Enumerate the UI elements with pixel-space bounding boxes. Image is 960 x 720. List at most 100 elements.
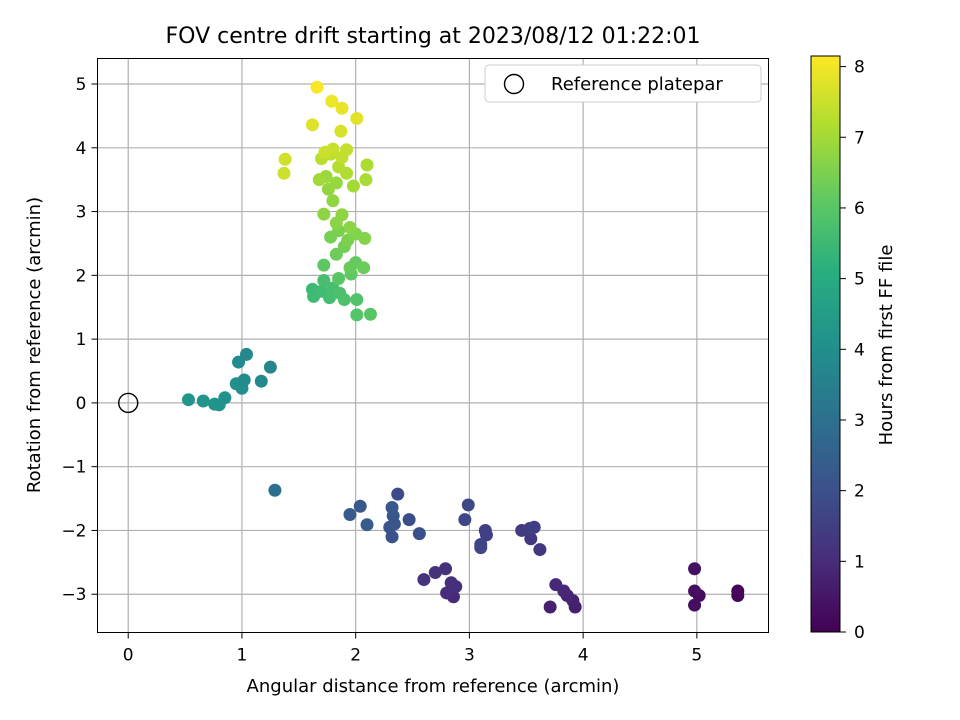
legend-label: Reference platepar <box>551 74 723 95</box>
data-point <box>317 207 331 221</box>
data-point <box>317 273 331 287</box>
colorbar-tick-label: 5 <box>854 270 865 290</box>
data-point <box>343 508 357 522</box>
legend-box <box>484 64 762 103</box>
y-tick-label: 1 <box>76 330 87 350</box>
y-tick-label: −1 <box>61 458 86 478</box>
data-point <box>350 111 364 125</box>
data-point <box>335 208 349 222</box>
colorbar-tick-label: 2 <box>854 482 865 502</box>
data-point <box>461 498 475 512</box>
data-point <box>326 194 340 208</box>
data-point <box>343 221 357 235</box>
data-point <box>444 576 458 590</box>
data-point <box>312 173 326 187</box>
data-point <box>412 527 426 541</box>
y-tick-label: 5 <box>76 75 87 95</box>
grid-lines <box>97 58 769 633</box>
x-tick-label: 1 <box>237 646 248 666</box>
colorbar-tick-label: 6 <box>854 199 865 219</box>
legend-marker-icon <box>503 73 525 95</box>
colorbar-ticks: 0 1 2 3 4 5 6 7 8 <box>840 58 865 643</box>
colorbar <box>810 55 841 633</box>
data-point <box>359 173 373 187</box>
colorbar-tick-label: 8 <box>854 58 865 78</box>
data-point <box>332 272 346 286</box>
data-point <box>543 600 557 614</box>
colorbar-tick-label: 1 <box>854 552 865 572</box>
data-point <box>360 518 374 532</box>
data-point <box>391 487 405 501</box>
data-point <box>417 573 431 587</box>
data-point <box>440 586 454 600</box>
data-point <box>335 101 349 115</box>
y-axis-ticks: −3 −2 −1 0 1 2 3 4 5 <box>61 75 98 605</box>
data-point <box>218 391 232 405</box>
data-point <box>385 500 399 514</box>
data-point <box>479 528 493 542</box>
y-tick-label: −2 <box>61 521 86 541</box>
data-points <box>181 80 745 614</box>
data-point <box>357 261 371 275</box>
data-point <box>329 176 343 190</box>
data-point <box>524 532 538 546</box>
reference-platepar-marker <box>118 392 139 414</box>
colorbar-label: Hours from first FF file <box>876 245 897 446</box>
x-tick-label: 0 <box>123 646 134 666</box>
y-tick-label: 4 <box>76 139 87 159</box>
legend: Reference platepar <box>484 64 762 103</box>
data-point <box>334 124 348 138</box>
data-point <box>533 543 547 557</box>
data-point <box>350 293 364 307</box>
data-point <box>340 143 354 157</box>
data-point <box>439 562 453 576</box>
data-point <box>310 80 324 94</box>
data-point <box>346 179 360 193</box>
data-point <box>358 231 372 245</box>
y-tick-label: 0 <box>76 394 87 414</box>
data-point <box>731 589 745 603</box>
data-point <box>318 145 332 159</box>
data-point <box>196 394 210 408</box>
y-tick-label: 3 <box>76 203 87 223</box>
data-point <box>237 373 251 387</box>
data-point <box>278 152 292 166</box>
data-point <box>458 513 472 527</box>
chart-title: FOV centre drift starting at 2023/08/12 … <box>166 24 701 49</box>
data-point <box>254 374 268 388</box>
data-point <box>268 483 282 497</box>
y-tick-label: 2 <box>76 266 87 286</box>
data-point <box>688 562 702 576</box>
data-point <box>688 598 702 612</box>
x-tick-label: 2 <box>350 646 361 666</box>
data-point <box>343 261 357 275</box>
x-tick-label: 5 <box>691 646 702 666</box>
data-point <box>549 578 563 592</box>
data-point <box>428 566 442 580</box>
data-point <box>688 584 702 598</box>
data-point <box>402 513 416 527</box>
data-point <box>337 293 351 307</box>
data-point <box>360 158 374 172</box>
data-point <box>353 499 367 513</box>
data-point <box>305 118 319 132</box>
data-point <box>181 393 195 407</box>
data-point <box>317 258 331 272</box>
plot-frame <box>97 58 769 633</box>
colorbar-tick-label: 7 <box>854 128 865 148</box>
x-axis-ticks: 0 1 2 3 4 5 <box>123 632 702 666</box>
colorbar-tick-label: 4 <box>854 340 865 360</box>
y-tick-label: −3 <box>61 585 86 605</box>
data-point <box>350 308 364 322</box>
x-tick-label: 4 <box>578 646 589 666</box>
data-point <box>527 520 541 534</box>
data-point <box>263 360 277 374</box>
data-point <box>363 307 377 321</box>
x-axis-label: Angular distance from reference (arcmin) <box>247 676 620 697</box>
x-tick-label: 3 <box>464 646 475 666</box>
data-point <box>277 166 291 180</box>
y-axis-label: Rotation from reference (arcmin) <box>24 197 45 493</box>
colorbar-tick-label: 3 <box>854 411 865 431</box>
data-point <box>474 541 488 555</box>
